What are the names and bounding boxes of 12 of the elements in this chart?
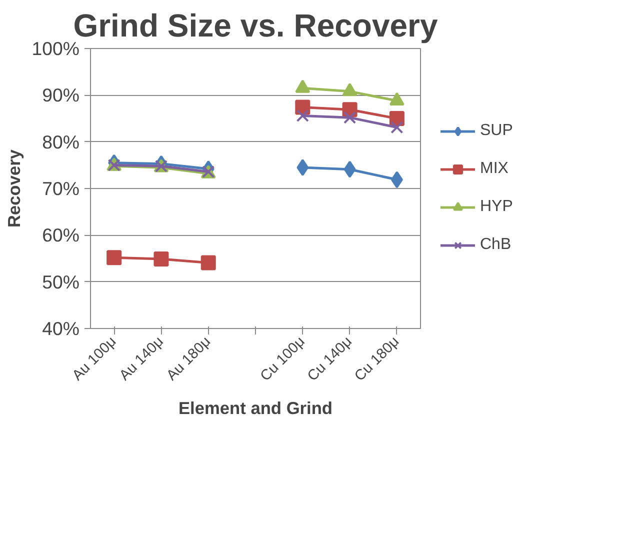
legend-label: HYP — [480, 198, 513, 216]
y-tick-label: 50% — [42, 271, 80, 292]
y-tick-label: 80% — [42, 131, 80, 152]
legend-label: MIX — [480, 160, 508, 178]
x-axis-title: Element and Grind — [178, 398, 333, 418]
legend-label: SUP — [480, 122, 513, 140]
legend-label: ChB — [480, 236, 512, 254]
y-tick-label: 90% — [42, 84, 80, 106]
y-axis-title: Recovery — [4, 149, 24, 228]
y-tick-label: 60% — [42, 224, 80, 246]
y-tick-label: 70% — [42, 178, 80, 199]
y-tick-label: 40% — [42, 318, 80, 339]
